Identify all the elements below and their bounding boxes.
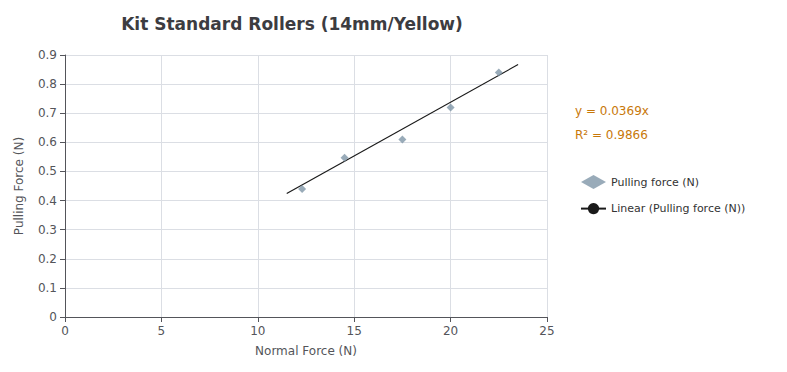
- svg-text:Linear (Pulling force (N)): Linear (Pulling force (N)): [611, 202, 745, 215]
- svg-text:0.4: 0.4: [38, 194, 57, 208]
- svg-text:20: 20: [443, 324, 458, 338]
- svg-text:0.3: 0.3: [38, 223, 57, 237]
- svg-text:Normal Force (N): Normal Force (N): [255, 344, 357, 358]
- svg-text:0.1: 0.1: [38, 281, 57, 295]
- svg-text:R² = 0.9866: R² = 0.9866: [575, 128, 648, 142]
- svg-text:0.9: 0.9: [38, 48, 57, 62]
- svg-text:10: 10: [250, 324, 265, 338]
- svg-text:0.8: 0.8: [38, 77, 57, 91]
- svg-text:0: 0: [49, 310, 57, 324]
- svg-text:5: 5: [158, 324, 166, 338]
- svg-text:Pulling force (N): Pulling force (N): [611, 176, 699, 189]
- svg-text:Pulling Force (N): Pulling Force (N): [12, 137, 26, 235]
- svg-text:25: 25: [539, 324, 554, 338]
- svg-text:0.7: 0.7: [38, 106, 57, 120]
- svg-text:y = 0.0369x: y = 0.0369x: [575, 104, 649, 118]
- svg-text:15: 15: [347, 324, 362, 338]
- svg-text:0.6: 0.6: [38, 135, 57, 149]
- svg-text:0: 0: [61, 324, 69, 338]
- svg-text:Kit Standard Rollers (14mm/Yel: Kit Standard Rollers (14mm/Yellow): [121, 14, 463, 34]
- svg-text:0.5: 0.5: [38, 164, 57, 178]
- svg-text:0.2: 0.2: [38, 252, 57, 266]
